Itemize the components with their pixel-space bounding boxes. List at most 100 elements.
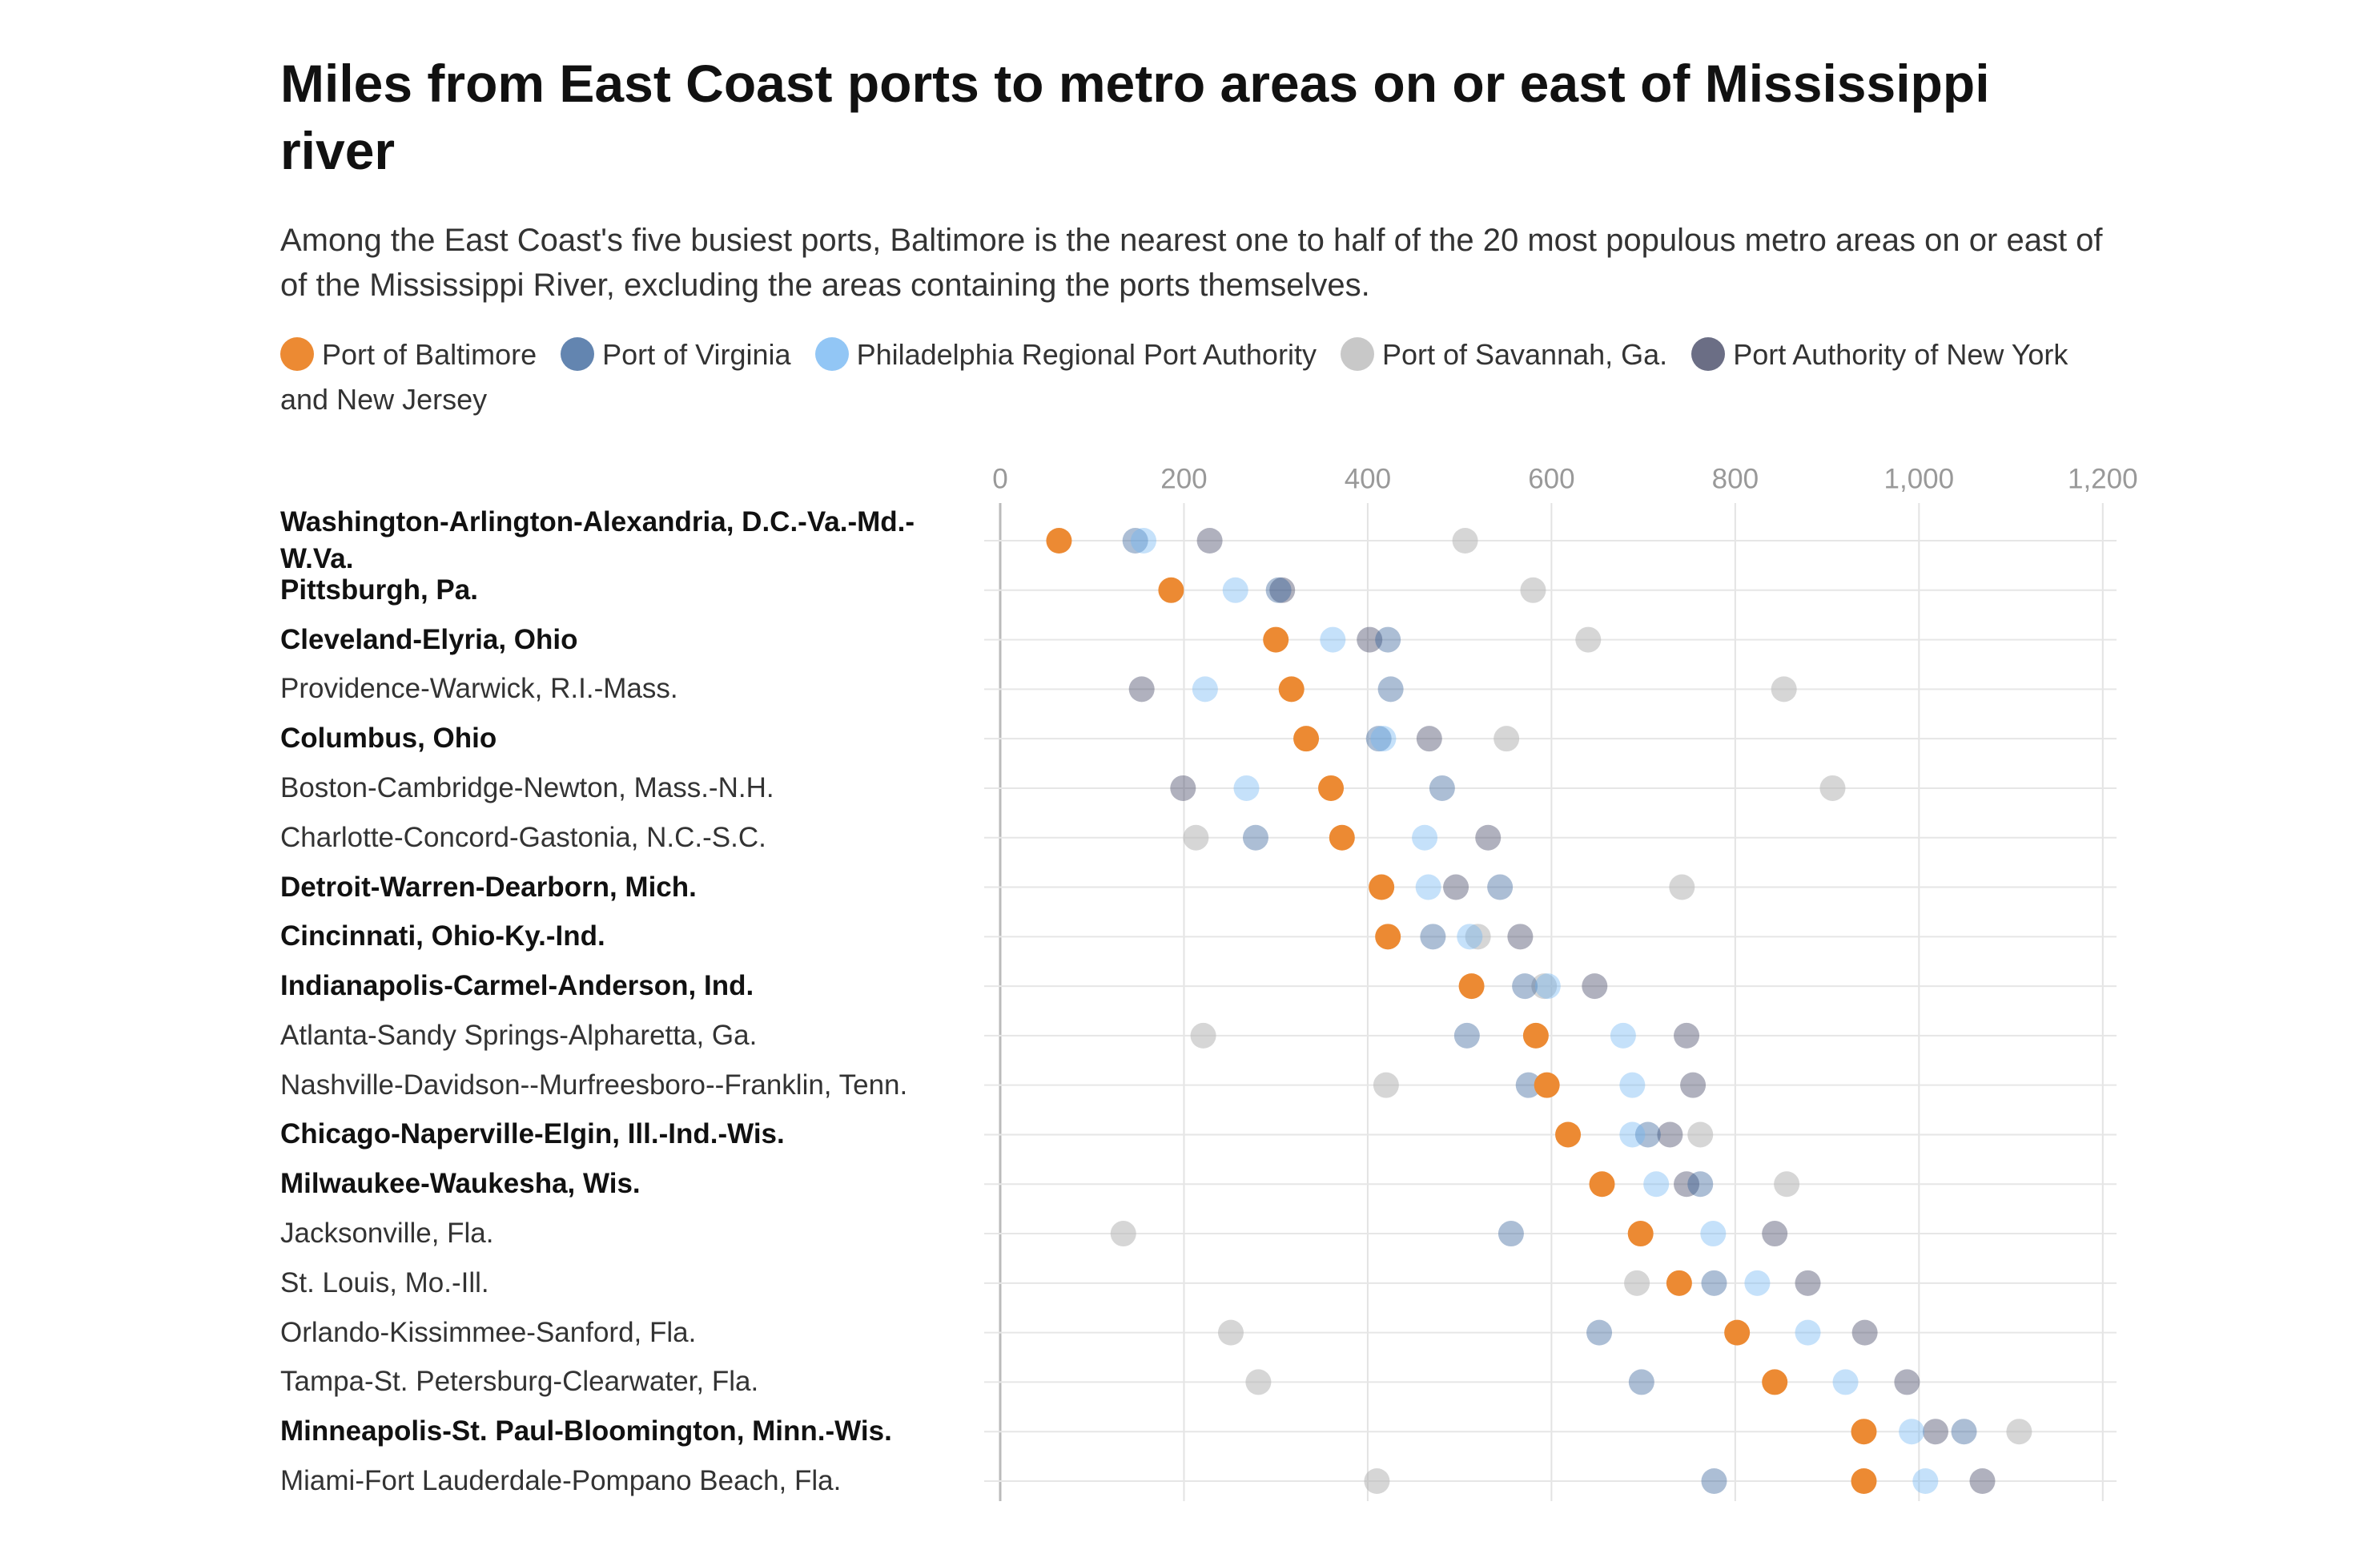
dot [1158, 577, 1184, 603]
dot [1263, 626, 1289, 653]
dot [1233, 775, 1260, 801]
dot [1122, 528, 1148, 554]
row-label: St. Louis, Mo.-Ill. [280, 1266, 489, 1298]
dot [1507, 924, 1534, 950]
row-label: Miami-Fort Lauderdale-Pompano Beach, Fla… [280, 1465, 842, 1496]
legend-label: Philadelphia Regional Port Authority [856, 338, 1317, 371]
row-label: Atlanta-Sandy Springs-Alpharetta, Ga. [280, 1019, 758, 1051]
legend-swatch [280, 337, 314, 371]
dot [1520, 577, 1546, 603]
dot [1922, 1419, 1948, 1445]
legend-item: Port Authority of New York and New Jerse… [280, 337, 2068, 416]
dot [1582, 973, 1608, 1000]
dot [1375, 924, 1401, 950]
dot [1293, 726, 1320, 752]
dot [1373, 1072, 1399, 1098]
legend-item: Port of Savannah, Ga. [1340, 337, 1668, 371]
dot [1458, 973, 1485, 1000]
dot [1443, 874, 1469, 900]
dot [1627, 1221, 1654, 1247]
legend-swatch [1340, 337, 1374, 371]
dot [1643, 1171, 1670, 1198]
dot [1452, 528, 1478, 554]
dot [1245, 1369, 1272, 1395]
row-label: Orlando-Kissimmee-Sanford, Fla. [280, 1316, 697, 1348]
dot [1412, 824, 1438, 851]
row-label: Cleveland-Elyria, Ohio [280, 623, 578, 655]
x-tick-label: 200 [1160, 463, 1207, 494]
dot [1851, 1319, 1878, 1346]
dot [1515, 1072, 1542, 1098]
dot [1674, 1022, 1700, 1049]
dot [1586, 1319, 1613, 1346]
dot [1744, 1270, 1771, 1296]
dot [1687, 1121, 1714, 1148]
dot [1555, 1121, 1582, 1148]
dot [1894, 1369, 1920, 1395]
row-label: Charlotte-Concord-Gastonia, N.C.-S.C. [280, 821, 766, 853]
dot [1724, 1319, 1751, 1346]
dot [1762, 1369, 1788, 1395]
dot [1110, 1221, 1136, 1247]
row-label: Providence-Warwick, R.I.-Mass. [280, 673, 678, 705]
dot [1190, 1022, 1216, 1049]
row-label: Cincinnati, Ohio-Ky.-Ind. [280, 920, 605, 952]
dot [1420, 924, 1446, 950]
dot [1377, 676, 1404, 703]
x-tick-label: 400 [1345, 463, 1391, 494]
row-label: Columbus, Ohio [280, 723, 497, 755]
dot [1318, 775, 1345, 801]
row-label: Pittsburgh, Pa. [280, 574, 478, 606]
dot [1701, 1468, 1727, 1494]
dot [1265, 577, 1292, 603]
dot [1494, 726, 1520, 752]
dot [1624, 1270, 1650, 1296]
dot [1375, 626, 1401, 653]
dot [1610, 1022, 1636, 1049]
dot [1619, 1072, 1646, 1098]
dot [1680, 1072, 1707, 1098]
dot [1183, 824, 1209, 851]
dot [1222, 577, 1248, 603]
dot [1851, 1468, 1877, 1494]
dot [1369, 874, 1395, 900]
legend-item: Port of Baltimore [280, 337, 537, 371]
x-tick-label: 800 [1712, 463, 1759, 494]
x-tick-label: 600 [1528, 463, 1574, 494]
x-tick-label: 1,000 [1884, 463, 1955, 494]
legend-label: Port of Savannah, Ga. [1381, 338, 1668, 371]
dot [1575, 626, 1602, 653]
dot [1701, 1270, 1727, 1296]
row-label: Indianapolis-Carmel-Anderson, Ind. [280, 970, 754, 1002]
legend: Port of Baltimore Port of Virginia Philade… [280, 332, 2122, 422]
dot [1512, 973, 1538, 1000]
dot [1128, 676, 1155, 703]
dot [1365, 726, 1392, 752]
dot [1634, 1121, 1661, 1148]
legend-swatch [1691, 337, 1726, 371]
chart-title: Miles from East Coast ports to metro are… [280, 54, 1990, 180]
legend-swatch [814, 337, 849, 371]
dot [1320, 626, 1346, 653]
dot [1457, 924, 1483, 950]
dot [1687, 1171, 1714, 1198]
x-tick-label: 1,200 [2068, 463, 2138, 494]
dot [1242, 824, 1268, 851]
dot [1522, 1022, 1549, 1049]
row-label: Boston-Cambridge-Newton, Mass.-N.H. [280, 771, 774, 803]
dot [1269, 577, 1296, 603]
dot [1832, 1369, 1859, 1395]
dot [1795, 1270, 1821, 1296]
dot [1969, 1468, 1996, 1494]
row-label: Tampa-St. Petersburg-Clearwater, Fla. [280, 1366, 759, 1398]
dot [1498, 1221, 1524, 1247]
dot [1589, 1171, 1615, 1198]
dot [1674, 1171, 1700, 1198]
dot [1196, 528, 1223, 554]
dot [1329, 824, 1355, 851]
legend-item: Philadelphia Regional Port Authority [814, 337, 1317, 371]
dot [1951, 1419, 1977, 1445]
dot [1628, 1369, 1654, 1395]
